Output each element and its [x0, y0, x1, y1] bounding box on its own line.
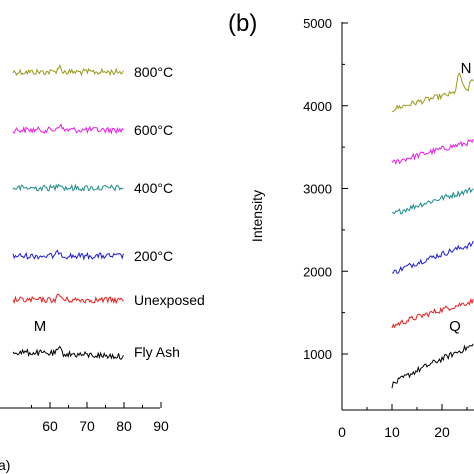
panel-b-x-tick-label: 0 [338, 424, 346, 440]
panel-b-annotation-n: N [461, 60, 472, 77]
panel-b-series-line [391, 72, 474, 113]
panel-b-x-tick-label: 10 [384, 424, 400, 440]
panel-a-x-tick-label: 70 [79, 418, 95, 434]
panel-a: 60 70 80 90 800°C 600°C 400°C 200°C Unexposed Fl… [0, 64, 205, 473]
panel-a-series-line [12, 345, 124, 360]
panel-b-y-axis-label: Intensity [249, 190, 265, 242]
panel-a-series-label: 200°C [134, 248, 173, 264]
panel-a-label: a) [0, 457, 10, 473]
panel-a-series-line [12, 64, 124, 77]
panel-a-series-label: Unexposed [134, 292, 205, 308]
panel-b-y-tick-label: 4000 [303, 99, 332, 114]
panel-a-series-label: Fly Ash [134, 344, 180, 360]
panel-b-series-line [391, 240, 474, 274]
panel-b-x-tick-label: 20 [434, 424, 450, 440]
panel-a-x-tick-label: 60 [42, 418, 58, 434]
panel-a-series-line [12, 183, 124, 192]
panel-b-series-line [391, 186, 474, 215]
panel-a-series-line [12, 293, 124, 305]
panel-a-series-label: 800°C [134, 64, 173, 80]
panel-b-series-line [391, 343, 474, 389]
panel-a-x-tick-label: 80 [116, 418, 132, 434]
panel-a-series-label: 600°C [134, 122, 173, 138]
panel-b-annotation-q: Q [449, 318, 461, 335]
panel-a-series-line [12, 123, 124, 135]
panel-a-annotation-m: M [34, 318, 47, 335]
panel-b-series-line [391, 297, 474, 329]
panel-b-label: (b) [228, 10, 257, 37]
panel-b-y-tick-label: 2000 [303, 264, 332, 279]
panel-a-series-label: 400°C [134, 180, 173, 196]
panel-b-y-tick-label: 5000 [303, 16, 332, 31]
panel-b-y-tick-label: 1000 [303, 347, 332, 362]
panel-a-series-line [12, 249, 124, 261]
panel-b-series-line [391, 138, 474, 165]
panel-a-x-tick-label: 90 [153, 418, 169, 434]
panel-b-y-tick-label: 3000 [303, 182, 332, 197]
